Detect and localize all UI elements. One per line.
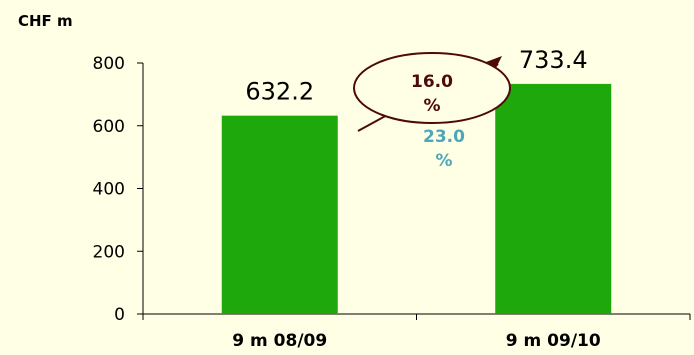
y-tick-label: 0 bbox=[114, 305, 125, 325]
labels: 9 m 08/09 9 m 09/10 632.2 733.4 bbox=[232, 46, 601, 351]
growth-pct-1-unit: % bbox=[423, 96, 440, 116]
x-tick-label: 9 m 09/10 bbox=[506, 331, 601, 351]
growth-ellipse bbox=[353, 52, 511, 124]
y-tick-label: 800 bbox=[93, 54, 125, 74]
bar bbox=[495, 83, 612, 314]
bar bbox=[221, 115, 338, 314]
data-label: 632.2 bbox=[245, 78, 314, 106]
growth-pct-2-unit: % bbox=[435, 151, 452, 171]
growth-annotations: 16.0% 23.0% bbox=[353, 52, 511, 171]
growth-pct-1-value: 16.0 bbox=[411, 72, 453, 92]
y-tick-label: 400 bbox=[93, 180, 125, 200]
axes: 0 200 400 600 800 bbox=[93, 54, 691, 325]
arrow-head bbox=[486, 56, 502, 72]
data-label: 733.4 bbox=[519, 46, 588, 74]
growth-pct-2-value: 23.0 bbox=[423, 127, 465, 147]
unit-label: CHF m bbox=[18, 12, 73, 30]
y-tick-label: 600 bbox=[93, 117, 125, 137]
bars bbox=[221, 83, 612, 314]
x-tick-label: 9 m 08/09 bbox=[232, 331, 327, 351]
y-tick-label: 200 bbox=[93, 242, 125, 262]
